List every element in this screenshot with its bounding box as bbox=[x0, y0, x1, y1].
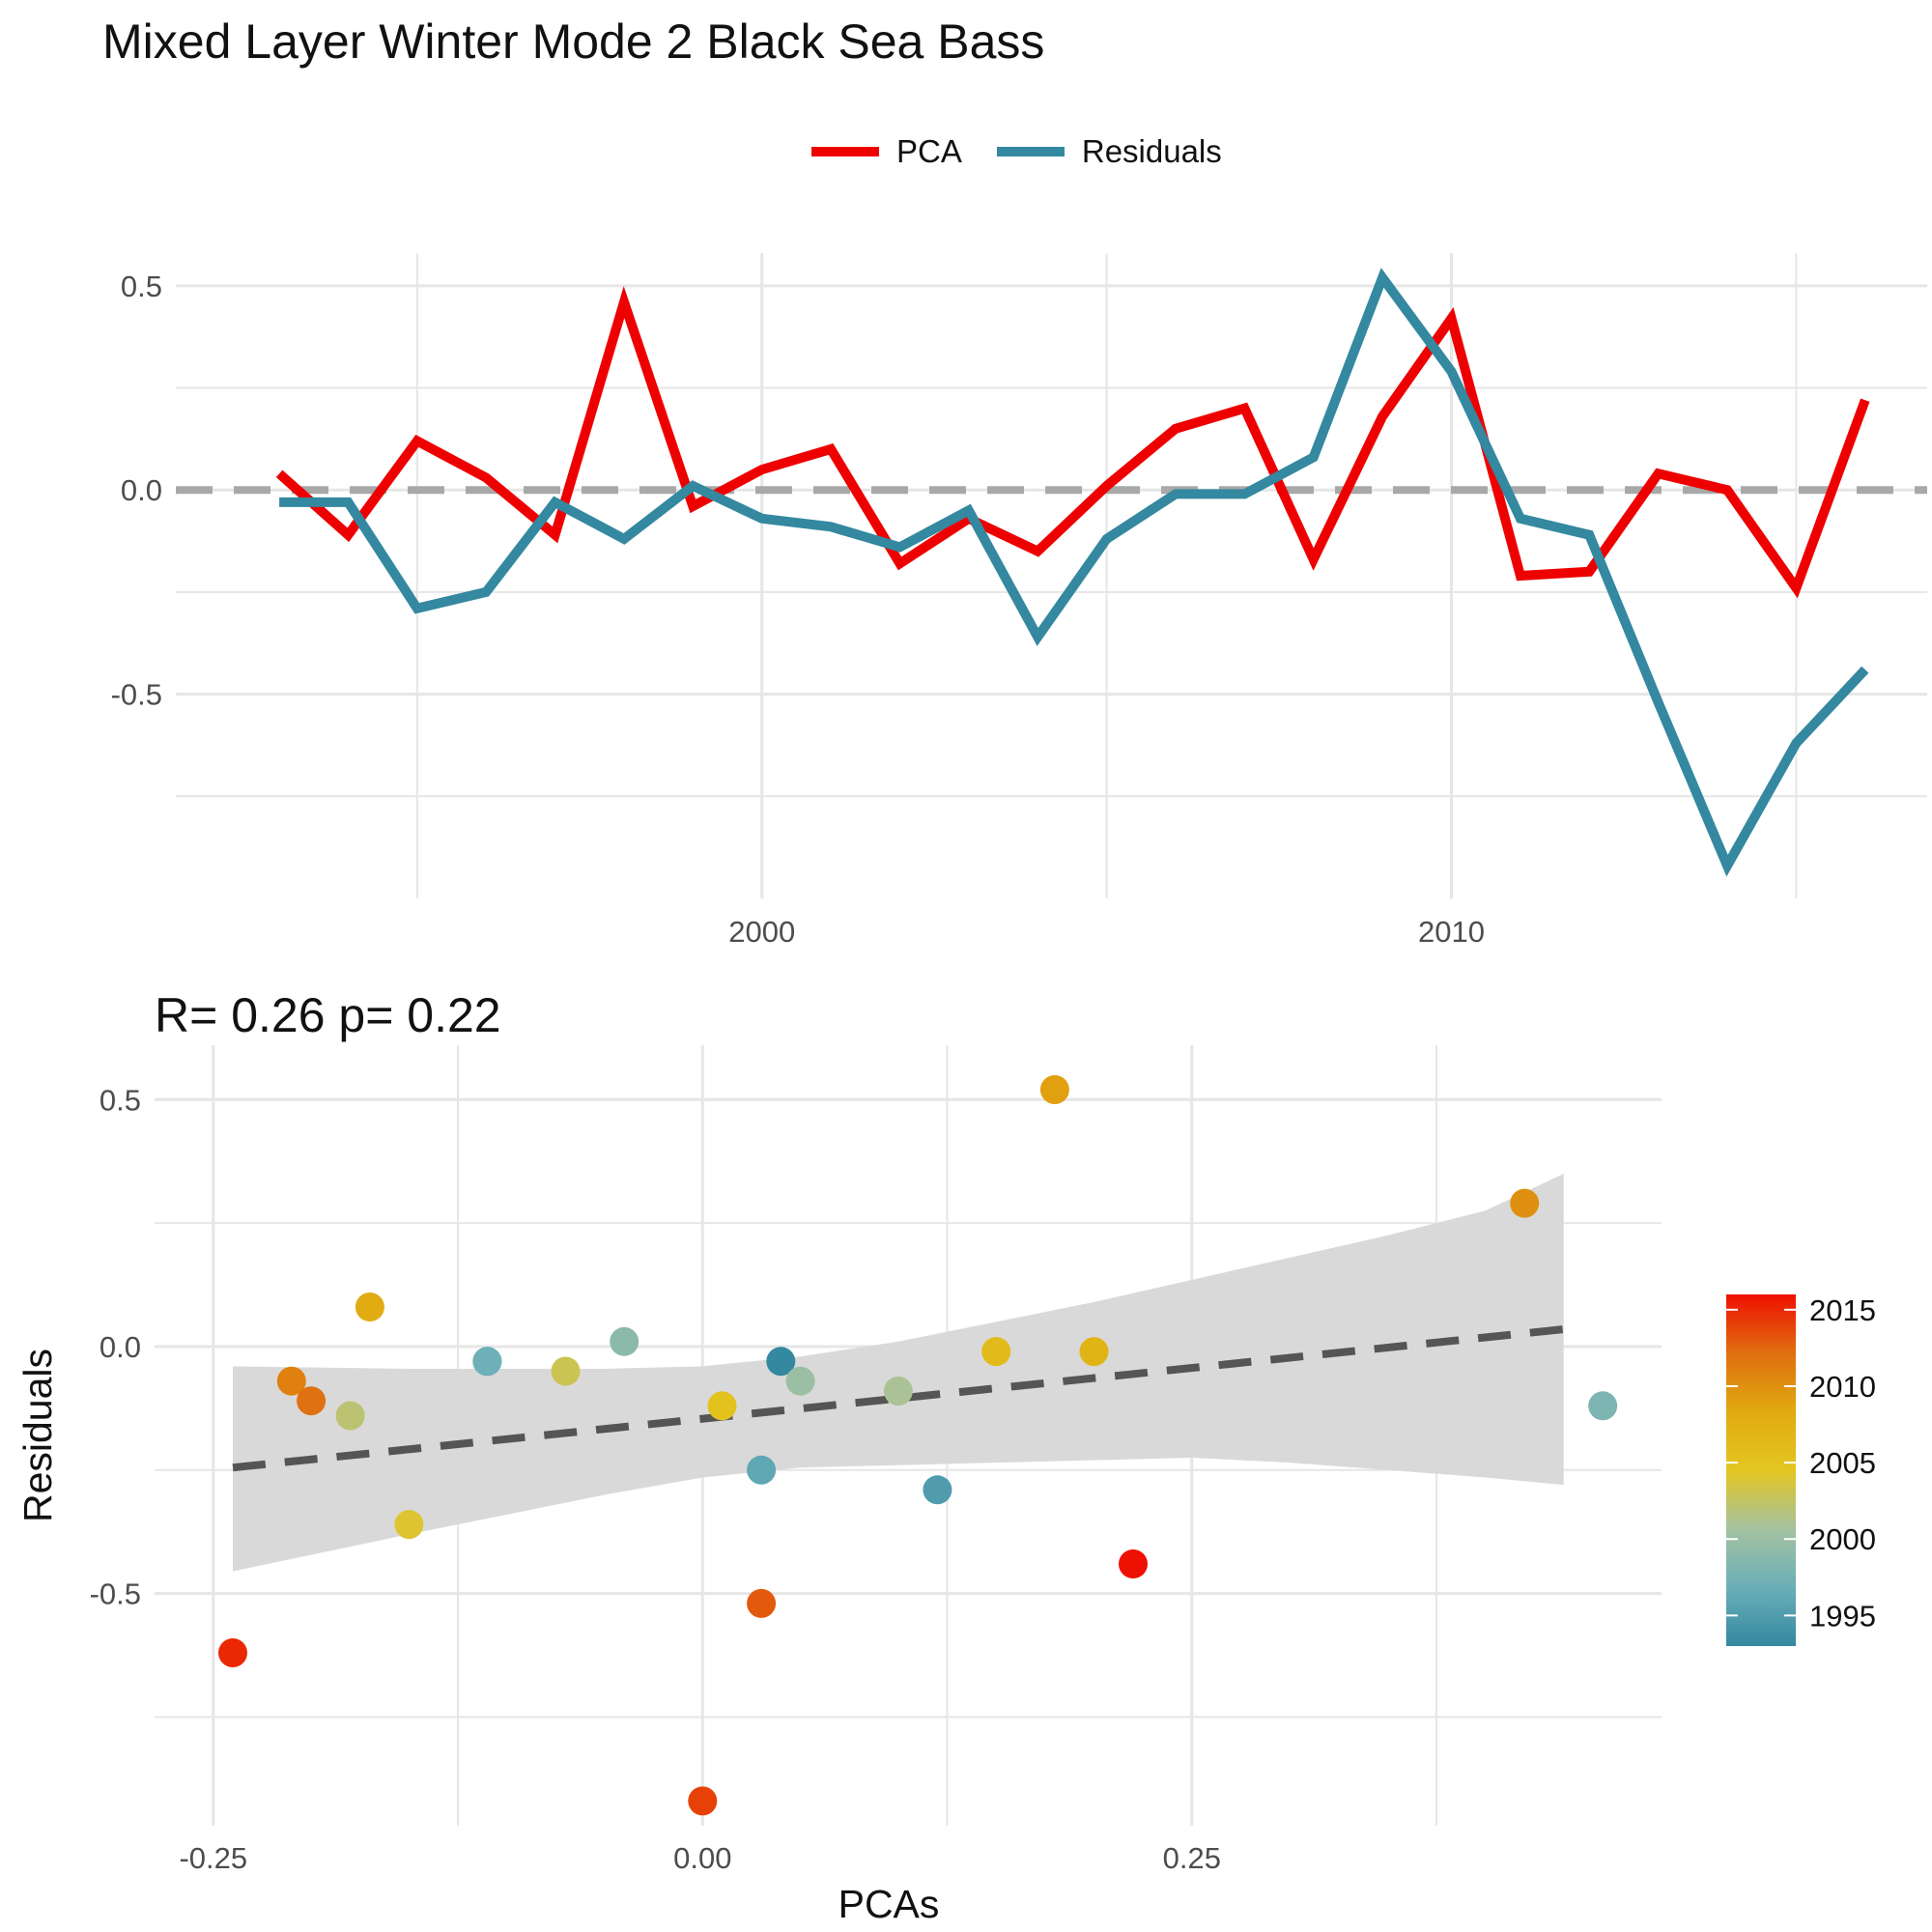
data-point bbox=[472, 1347, 502, 1377]
data-point bbox=[747, 1588, 777, 1618]
data-point bbox=[1079, 1337, 1109, 1367]
data-point bbox=[335, 1401, 365, 1431]
scatter-chart: 0.5 0.0 -0.5 -0.25 0.00 0.25 PCAs Residuals 1995… bbox=[15, 1045, 1876, 1926]
legend: PCA Residuals bbox=[811, 128, 1257, 176]
colorbar bbox=[1726, 1294, 1796, 1646]
legend-label-pca: PCA bbox=[896, 133, 962, 169]
data-point bbox=[785, 1366, 815, 1396]
data-point bbox=[1510, 1188, 1540, 1218]
colorbar-label: 2000 bbox=[1809, 1522, 1876, 1556]
data-point bbox=[923, 1475, 952, 1505]
y-tick-label: 0.5 bbox=[121, 270, 162, 303]
y-tick-label: 0.0 bbox=[121, 473, 162, 507]
regression-line bbox=[232, 1325, 1565, 1472]
legend-key-pca bbox=[811, 147, 879, 156]
data-point bbox=[610, 1326, 639, 1356]
data-point bbox=[1588, 1391, 1618, 1421]
x-tick-label: 0.00 bbox=[673, 1841, 731, 1875]
colorbar-label: 2010 bbox=[1809, 1370, 1876, 1404]
data-point bbox=[355, 1293, 384, 1321]
data-point bbox=[551, 1356, 581, 1386]
data-point bbox=[297, 1386, 327, 1416]
legend-label-residuals: Residuals bbox=[1081, 133, 1222, 169]
series-line-residuals bbox=[279, 268, 1869, 877]
y-tick-label: -0.5 bbox=[111, 678, 162, 712]
colorbar-label: 1995 bbox=[1809, 1599, 1876, 1633]
chart-title: Mixed Layer Winter Mode 2 Black Sea Bass bbox=[102, 14, 1045, 69]
colorbar-label: 2015 bbox=[1809, 1293, 1876, 1327]
legend-key-residuals bbox=[996, 147, 1065, 156]
confidence-band bbox=[233, 1174, 1564, 1572]
y-tick-label: 0.0 bbox=[99, 1330, 141, 1364]
data-point bbox=[883, 1377, 913, 1406]
x-tick-label: 2010 bbox=[1418, 915, 1485, 949]
y-tick-label: 0.5 bbox=[99, 1083, 141, 1117]
data-point bbox=[394, 1510, 424, 1540]
x-tick-label: -0.25 bbox=[179, 1841, 247, 1875]
y-axis-title: Residuals bbox=[15, 1349, 60, 1522]
y-tick-label: -0.5 bbox=[90, 1577, 141, 1611]
data-point bbox=[747, 1455, 777, 1485]
stats-label: R= 0.26 p= 0.22 bbox=[155, 988, 501, 1042]
data-point bbox=[1039, 1075, 1069, 1104]
data-point bbox=[688, 1786, 718, 1816]
data-point bbox=[766, 1347, 796, 1377]
data-point bbox=[707, 1391, 737, 1421]
x-tick-label: 0.25 bbox=[1163, 1841, 1221, 1875]
x-tick-label: 2000 bbox=[728, 915, 795, 949]
data-point bbox=[276, 1366, 306, 1396]
data-point bbox=[1119, 1549, 1148, 1578]
data-point bbox=[981, 1337, 1011, 1367]
colorbar-label: 2005 bbox=[1809, 1446, 1876, 1480]
timeseries-chart: 0.5 0.0 -0.5 2000 2010 bbox=[111, 253, 1927, 949]
data-point bbox=[218, 1638, 247, 1667]
x-axis-title: PCAs bbox=[838, 1882, 940, 1926]
